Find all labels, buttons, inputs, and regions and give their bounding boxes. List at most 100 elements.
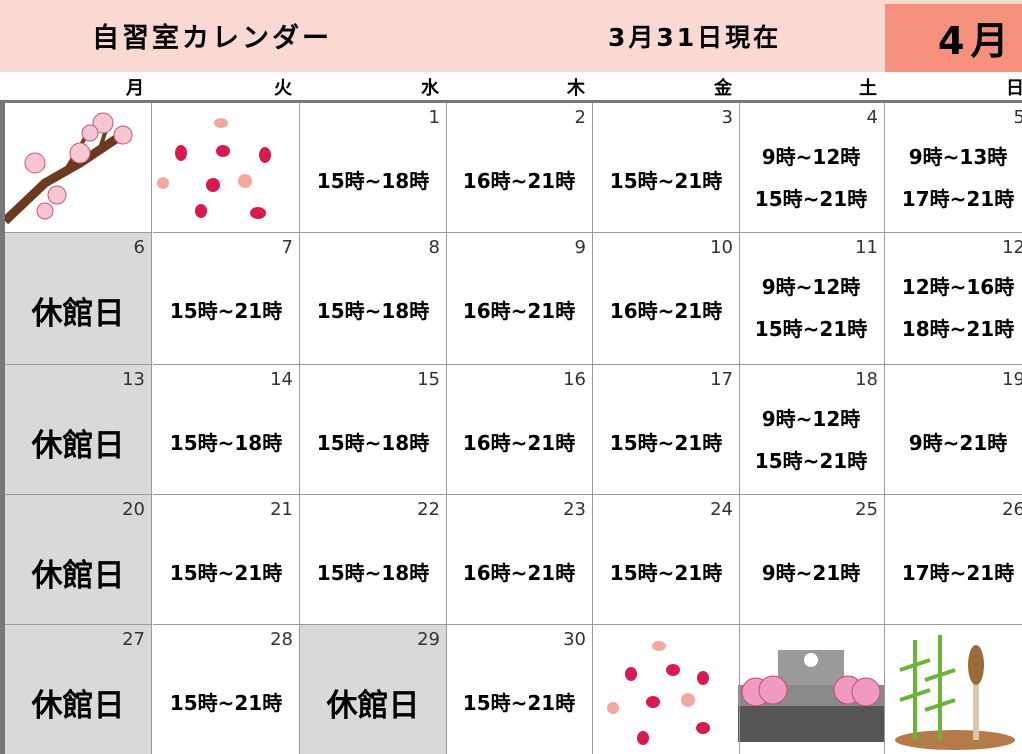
- weekday-label: 火: [274, 78, 292, 99]
- day-number: 27: [122, 629, 145, 650]
- day-cell: 2 16時~21時: [446, 103, 593, 233]
- day-number: 15: [417, 369, 440, 390]
- hours: 15時~21時: [169, 561, 283, 585]
- weekday-label: 木: [567, 78, 585, 99]
- day-number: 5: [1014, 107, 1022, 128]
- day-number: 28: [270, 629, 293, 650]
- petals-illustration: [157, 118, 271, 219]
- closed-label: 休館日: [31, 296, 125, 332]
- day-number: 9: [574, 237, 586, 258]
- day-cell: [738, 625, 885, 754]
- day-cell: [593, 625, 740, 754]
- day-cell: 20 休館日: [5, 495, 152, 625]
- hours: 15時~18時: [316, 169, 430, 193]
- day-number: 30: [563, 629, 586, 650]
- hours: 16時~21時: [462, 299, 576, 323]
- day-cell: 27 休館日: [5, 625, 152, 754]
- weekday-label: 水: [421, 78, 439, 99]
- hours: 15時~21時: [754, 449, 868, 473]
- hours: 17時~21時: [901, 561, 1015, 585]
- day-cell: 16 16時~21時: [446, 365, 593, 495]
- day-cell: 23 16時~21時: [446, 495, 593, 625]
- hours: 15時~18時: [316, 431, 430, 455]
- day-number: 24: [710, 499, 733, 520]
- hours: 16時~21時: [462, 431, 576, 455]
- hours: 15時~18時: [316, 561, 430, 585]
- day-number: 26: [1002, 499, 1022, 520]
- day-number: 13: [122, 369, 145, 390]
- day-number: 10: [710, 237, 733, 258]
- day-cell: 21 15時~21時: [153, 495, 300, 625]
- day-cell: 11 9時~12時 15時~21時: [738, 233, 885, 365]
- day-cell: 8 15時~18時: [300, 233, 447, 365]
- day-cell: 7 15時~21時: [153, 233, 300, 365]
- day-cell: 1 15時~18時: [300, 103, 447, 233]
- hours: 15時~21時: [169, 691, 283, 715]
- day-cell: 26 17時~21時: [885, 495, 1022, 625]
- hours: 15時~21時: [754, 317, 868, 341]
- day-cell: 9 16時~21時: [446, 233, 593, 365]
- weekday-label: 土: [859, 78, 877, 99]
- day-number: 6: [133, 237, 145, 258]
- hours: 18時~21時: [901, 317, 1015, 341]
- hours: 15時~21時: [754, 187, 868, 211]
- day-cell: 6 休館日: [5, 233, 152, 365]
- hours: 15時~21時: [609, 431, 723, 455]
- month-box: [885, 4, 1022, 72]
- grid-border: [0, 100, 5, 754]
- hours: 9時~12時: [761, 407, 861, 431]
- day-number: 18: [855, 369, 878, 390]
- hours: 16時~21時: [462, 169, 576, 193]
- day-number: 11: [855, 237, 878, 258]
- month: 4月: [938, 19, 1015, 63]
- school-illustration: [738, 650, 884, 742]
- title: 自習室カレンダー: [92, 23, 332, 54]
- day-cell: 29 休館日: [300, 625, 447, 754]
- day-number: 7: [281, 237, 293, 258]
- day-cell: [153, 103, 300, 233]
- day-number: 4: [866, 107, 878, 128]
- hours: 9時~21時: [908, 431, 1008, 455]
- day-cell: 25 9時~21時: [738, 495, 885, 625]
- day-cell: 14 15時~18時: [153, 365, 300, 495]
- hours: 12時~16時: [901, 275, 1015, 299]
- hours: 9時~21時: [761, 561, 861, 585]
- horsetail-illustration: [895, 635, 1015, 750]
- day-cell: 10 16時~21時: [593, 233, 740, 365]
- closed-label: 休館日: [31, 558, 125, 594]
- day-cell: [5, 103, 152, 233]
- weekday-label: 月: [126, 78, 144, 99]
- day-cell: 22 15時~18時: [300, 495, 447, 625]
- day-number: 19: [1002, 369, 1022, 390]
- hours: 15時~21時: [609, 561, 723, 585]
- day-cell: 28 15時~21時: [153, 625, 300, 754]
- weekday-label: 金: [714, 78, 732, 99]
- hours: 9時~12時: [761, 275, 861, 299]
- hours: 15時~18時: [316, 299, 430, 323]
- cherry-branch-illustration: [5, 112, 133, 225]
- hours: 16時~21時: [462, 561, 576, 585]
- hours: 15時~21時: [169, 299, 283, 323]
- hours: 15時~18時: [169, 431, 283, 455]
- day-number: 25: [855, 499, 878, 520]
- day-number: 17: [710, 369, 733, 390]
- day-cell: [885, 625, 1022, 754]
- day-cell: 19 9時~21時: [885, 365, 1022, 495]
- day-number: 1: [428, 107, 440, 128]
- day-number: 29: [417, 629, 440, 650]
- grid-border: [0, 100, 1022, 103]
- day-cell: 5 9時~13時 17時~21時: [885, 103, 1022, 233]
- day-cell: 12 12時~16時 18時~21時: [885, 233, 1022, 365]
- hours: 9時~12時: [761, 145, 861, 169]
- day-number: 22: [417, 499, 440, 520]
- day-number: 21: [270, 499, 293, 520]
- hours: 16時~21時: [609, 299, 723, 323]
- day-number: 23: [563, 499, 586, 520]
- closed-label: 休館日: [31, 688, 125, 724]
- day-cell: 15 15時~18時: [300, 365, 447, 495]
- day-number: 16: [563, 369, 586, 390]
- hours: 17時~21時: [901, 187, 1015, 211]
- hours: 15時~21時: [462, 691, 576, 715]
- hours: 15時~21時: [609, 169, 723, 193]
